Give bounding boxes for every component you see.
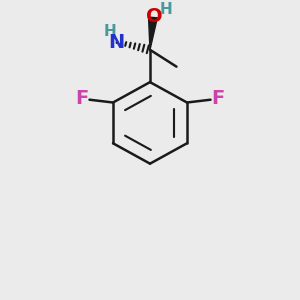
Text: O: O bbox=[146, 7, 163, 26]
Text: H: H bbox=[160, 2, 172, 16]
Text: N: N bbox=[108, 33, 124, 52]
Text: F: F bbox=[211, 89, 224, 108]
Polygon shape bbox=[148, 17, 157, 50]
Text: F: F bbox=[76, 89, 89, 108]
Text: H: H bbox=[104, 24, 117, 39]
